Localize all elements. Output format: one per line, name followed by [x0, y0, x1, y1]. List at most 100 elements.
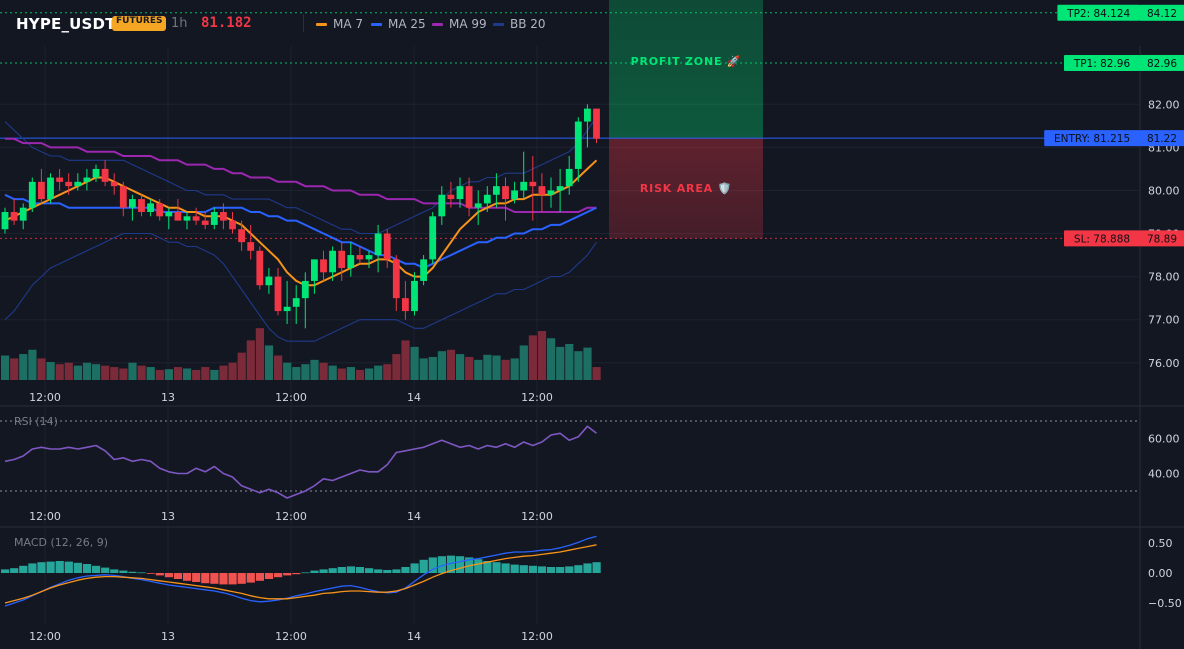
macd-histogram-bar	[574, 565, 583, 573]
macd-histogram-bar	[237, 573, 246, 584]
x-axis-tick-label: 14	[407, 630, 421, 643]
candle-body	[483, 194, 491, 204]
candle-body	[210, 212, 218, 225]
candle-body	[493, 186, 500, 195]
symbol-title[interactable]: HYPE_USDT	[16, 15, 116, 33]
macd-histogram-bar	[383, 570, 392, 573]
macd-histogram-bar	[392, 569, 401, 573]
candle-body	[156, 203, 164, 217]
price-axis-tick: 76.00	[1148, 357, 1180, 370]
volume-bar	[392, 354, 401, 380]
candle-body	[374, 233, 382, 256]
candle-body	[556, 186, 564, 191]
macd-histogram-bar	[319, 569, 328, 573]
price-line-label: TP2: 84.124	[1066, 8, 1130, 20]
candle-body	[56, 177, 63, 182]
macd-axis-tick: 0.00	[1148, 567, 1173, 580]
macd-histogram-bar	[283, 573, 292, 576]
futures-badge: FUTURES	[112, 16, 167, 31]
macd-histogram-bar	[592, 562, 601, 573]
candle-body	[301, 280, 309, 299]
volume-bar	[155, 369, 164, 380]
macd-histogram-bar	[73, 562, 82, 573]
volume-bar	[82, 362, 92, 380]
macd-histogram-bar	[19, 565, 28, 573]
macd-histogram-bar	[146, 573, 155, 574]
candle-body	[574, 121, 582, 169]
candle-body	[338, 250, 346, 268]
legend-ma25[interactable]: MA 25	[371, 16, 426, 32]
volume-bar	[301, 364, 310, 380]
volume-bar	[19, 354, 28, 380]
volume-bar	[465, 356, 474, 380]
macd-histogram-bar	[528, 565, 537, 573]
legend-ma7-swatch	[316, 22, 327, 26]
price-axis-tick: 78.00	[1148, 271, 1180, 284]
price-line-label: ENTRY: 81.215	[1054, 133, 1130, 145]
price-axis-tick: 77.00	[1148, 314, 1180, 327]
candle-body	[247, 242, 255, 251]
x-axis-tick-label: 14	[407, 510, 421, 523]
volume-bar	[137, 365, 146, 380]
macd-histogram-bar	[201, 573, 210, 584]
macd-histogram-bar	[192, 573, 201, 582]
candle-body	[38, 181, 45, 200]
price-axis-tag-label: 81.22	[1147, 133, 1177, 145]
candle-body	[411, 280, 418, 312]
rsi-title: RSI (14)	[14, 415, 58, 428]
volume-bar	[92, 364, 101, 380]
timeframe-label[interactable]: 1h	[171, 16, 188, 31]
x-axis-tick-label: 13	[161, 391, 175, 404]
candle-body	[438, 194, 446, 217]
candle-body	[329, 250, 336, 273]
legend-ma99[interactable]: MA 99	[432, 16, 487, 32]
volume-bar	[55, 364, 64, 380]
rsi-line	[4, 425, 597, 499]
macd-histogram-bar	[410, 563, 419, 573]
macd-histogram-bar	[365, 568, 374, 573]
candle-body	[402, 298, 409, 312]
candle-body	[119, 186, 127, 208]
volume-bar	[1, 355, 10, 380]
legend-ma99-swatch	[432, 22, 443, 26]
volume-bar	[355, 369, 365, 380]
legend-bb20[interactable]: BB 20	[493, 16, 546, 32]
chart-header: HYPE_USDT FUTURES 1h 81.182 MA 7 MA 25 M…	[0, 0, 1184, 46]
price-line-label: SL: 78.888	[1074, 233, 1130, 245]
macd-histogram-bar	[82, 564, 92, 573]
volume-bar	[274, 355, 283, 380]
ma99-line	[5, 137, 597, 213]
macd-histogram-bar	[1, 569, 10, 573]
bb-upper-line	[4, 116, 597, 235]
candle-body	[1, 212, 9, 230]
x-axis-tick-label: 12:00	[521, 510, 553, 523]
candle-body	[174, 212, 182, 221]
volume-bar	[446, 349, 456, 380]
volume-bar	[510, 358, 519, 380]
volume-bar	[519, 345, 528, 380]
macd-histogram-bar	[456, 556, 465, 573]
macd-histogram-bar	[55, 561, 64, 573]
volume-bar	[574, 351, 583, 380]
macd-histogram-bar	[10, 568, 19, 573]
macd-histogram-bar	[37, 562, 46, 573]
volume-bar	[119, 368, 128, 380]
volume-bar	[419, 358, 428, 380]
legend-ma25-label: MA 25	[388, 17, 426, 31]
volume-bar	[46, 362, 55, 380]
candle-body	[356, 255, 364, 260]
candle-body	[392, 259, 400, 299]
legend-ma7[interactable]: MA 7	[316, 16, 363, 32]
candle-body	[365, 255, 373, 260]
volume-bar	[264, 345, 274, 380]
macd-signal-line	[4, 544, 597, 604]
candle-body	[320, 259, 327, 273]
risk-area-label: RISK AREA 🛡️	[640, 182, 732, 195]
last-price: 81.182	[201, 15, 252, 31]
volume-bar	[528, 335, 537, 380]
volume-bar	[246, 340, 255, 380]
price-axis-tag-label: 78.89	[1147, 233, 1177, 245]
volume-bar	[337, 368, 346, 380]
volume-bar	[556, 346, 565, 380]
